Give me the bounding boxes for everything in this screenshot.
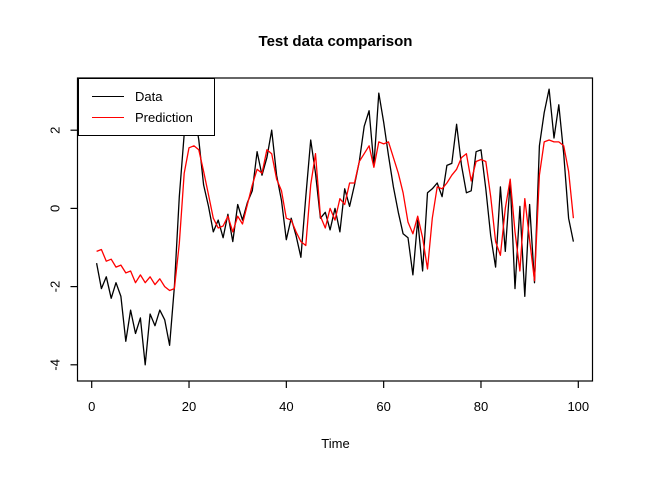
prediction-line-swatch	[92, 117, 124, 118]
y-tick-label: -2	[48, 281, 63, 293]
x-tick-label: 60	[376, 399, 390, 414]
x-tick-label: 40	[279, 399, 293, 414]
prediction-series-line	[96, 139, 575, 292]
legend-label-data: Data	[135, 88, 163, 104]
legend-item-data: Data	[79, 89, 214, 105]
legend-label-prediction: Prediction	[135, 109, 193, 125]
chart-title: Test data comparison	[258, 33, 413, 50]
y-tick-label: 0	[48, 205, 63, 212]
legend-item-prediction: Prediction	[79, 110, 214, 126]
axis-ticks	[70, 129, 579, 388]
x-tick-label: 100	[567, 399, 589, 414]
x-tick-label: 0	[88, 399, 95, 414]
x-tick-label: 80	[474, 399, 488, 414]
data-line-swatch	[92, 96, 124, 97]
plot-frame	[76, 77, 594, 382]
data-series-lines	[95, 88, 575, 366]
data-series-line	[95, 88, 575, 366]
x-tick-label: 20	[182, 399, 196, 414]
x-axis-title: Time	[321, 436, 350, 451]
y-tick-label: -4	[48, 359, 63, 371]
plot-border	[76, 77, 594, 382]
y-tick-label: 2	[48, 127, 63, 134]
legend: Data Prediction	[78, 78, 215, 136]
axis-tick-labels: 0 20 40 60 80 100 -4 -2 0 2	[48, 127, 590, 414]
